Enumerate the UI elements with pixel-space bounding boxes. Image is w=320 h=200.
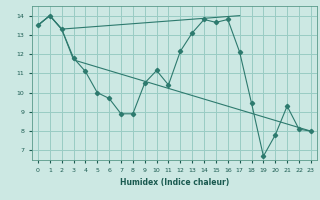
X-axis label: Humidex (Indice chaleur): Humidex (Indice chaleur) <box>120 178 229 187</box>
